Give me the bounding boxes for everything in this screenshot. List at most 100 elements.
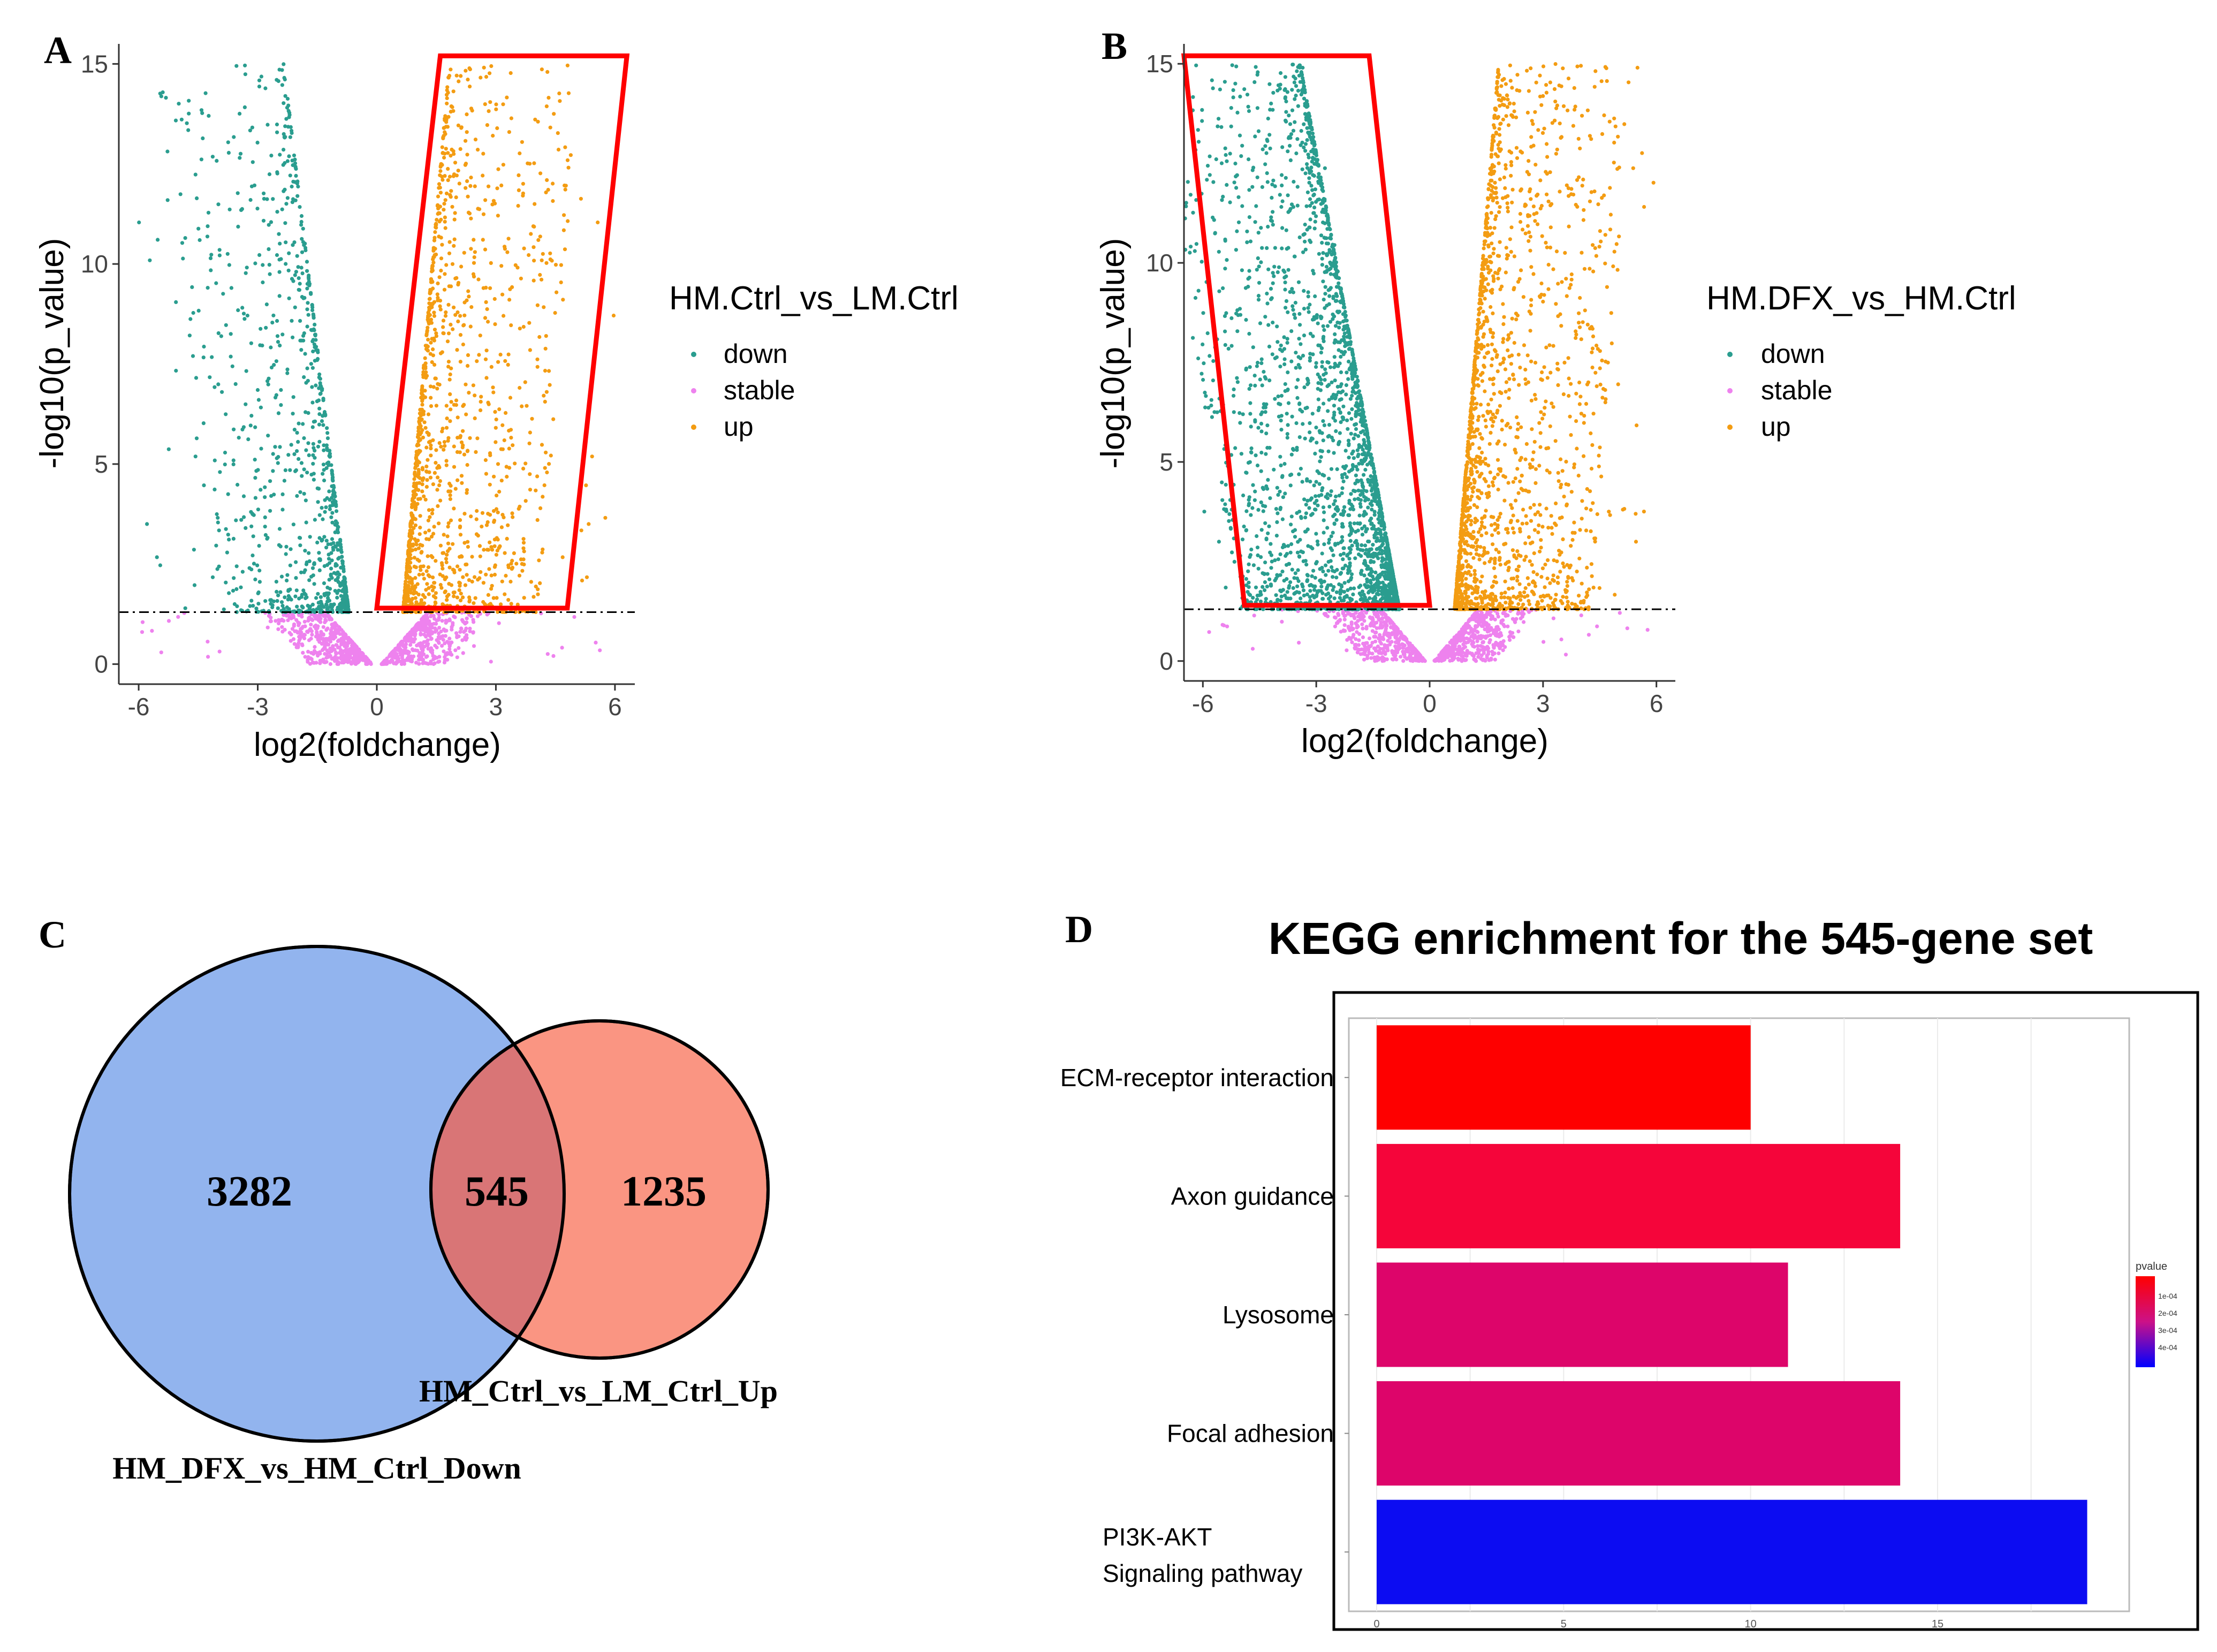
scatter-point-stable — [1220, 623, 1225, 627]
scatter-point-stable — [406, 655, 411, 660]
scatter-point-down — [294, 560, 298, 564]
scatter-point-stable — [1349, 622, 1354, 626]
scatter-point-down — [285, 371, 290, 375]
scatter-point-down — [1350, 407, 1354, 412]
scatter-point-down — [322, 478, 327, 483]
scatter-point-up — [481, 600, 485, 604]
scatter-point-up — [455, 478, 460, 482]
scatter-point-down — [288, 173, 292, 178]
scatter-point-up — [448, 497, 453, 501]
scatter-point-stable — [413, 637, 417, 641]
scatter-point-down — [240, 427, 245, 431]
scatter-point-down — [259, 446, 263, 451]
scatter-point-down — [316, 444, 321, 449]
scatter-point-down — [1265, 171, 1269, 176]
scatter-point-stable — [425, 615, 429, 619]
scatter-point-up — [446, 151, 450, 155]
scatter-point-stable — [1464, 658, 1468, 662]
scatter-point-up — [501, 163, 506, 167]
scatter-point-stable — [280, 617, 284, 622]
scatter-point-down — [1348, 340, 1353, 344]
scatter-point-down — [212, 385, 217, 389]
scatter-point-stable — [217, 649, 222, 654]
scatter-point-down — [255, 388, 260, 392]
scatter-point-down — [226, 150, 231, 155]
scatter-point-up — [409, 590, 413, 595]
scatter-point-down — [326, 599, 330, 603]
scatter-point-up — [469, 247, 473, 251]
scatter-point-down — [291, 163, 295, 168]
scatter-point-down — [1225, 159, 1229, 163]
scatter-point-up — [482, 65, 486, 70]
scatter-point-down — [257, 580, 262, 584]
scatter-point-down — [291, 412, 295, 416]
scatter-point-down — [300, 474, 304, 478]
scatter-point-up — [525, 404, 529, 408]
scatter-point-stable — [419, 631, 423, 636]
scatter-point-down — [296, 265, 300, 269]
scatter-point-stable — [316, 638, 320, 642]
scatter-point-stable — [159, 650, 163, 655]
scatter-point-stable — [1485, 655, 1489, 660]
scatter-point-up — [458, 333, 463, 337]
scatter-point-up — [433, 247, 437, 251]
scatter-point-up — [420, 403, 424, 407]
scatter-point-up — [459, 592, 463, 596]
scatter-point-down — [1238, 94, 1242, 98]
scatter-point-stable — [409, 659, 414, 663]
scatter-point-down — [1247, 109, 1251, 113]
scatter-point-up — [464, 69, 468, 73]
scatter-point-up — [494, 507, 499, 511]
scatter-point-stable — [408, 631, 413, 635]
scatter-point-down — [249, 598, 254, 603]
scatter-point-down — [285, 105, 290, 110]
scatter-point-stable — [1542, 640, 1546, 644]
scatter-point-stable — [1252, 613, 1256, 618]
scatter-point-up — [603, 516, 608, 520]
scatter-point-stable — [321, 625, 325, 629]
scatter-point-stable — [400, 659, 405, 663]
scatter-point-down — [335, 608, 339, 612]
scatter-point-up — [421, 370, 426, 374]
scatter-point-up — [445, 594, 450, 598]
scatter-point-up — [533, 117, 537, 122]
scatter-point-up — [498, 352, 503, 357]
scatter-point-down — [282, 148, 286, 152]
scatter-point-down — [264, 302, 269, 307]
scatter-point-up — [429, 453, 433, 458]
scatter-point-up — [437, 483, 442, 488]
scatter-point-down — [297, 288, 302, 292]
scatter-point-up — [438, 479, 443, 483]
scatter-point-down — [242, 317, 247, 321]
scatter-point-down — [283, 94, 287, 98]
scatter-point-up — [428, 475, 433, 480]
scatter-point-down — [312, 342, 317, 346]
scatter-point-down — [1344, 392, 1348, 397]
scatter-point-down — [279, 403, 283, 407]
scatter-point-down — [285, 96, 290, 101]
scatter-point-down — [288, 563, 293, 567]
scatter-point-down — [210, 575, 215, 579]
scatter-point-up — [444, 557, 449, 561]
scatter-point-down — [316, 350, 320, 354]
scatter-point-down — [332, 486, 336, 490]
scatter-point-down — [324, 539, 329, 543]
scatter-point-up — [426, 311, 430, 315]
scatter-point-down — [303, 549, 307, 553]
scatter-point-down — [234, 564, 239, 569]
scatter-point-stable — [463, 622, 467, 626]
scatter-point-up — [438, 543, 443, 548]
scatter-point-up — [449, 189, 453, 193]
scatter-point-up — [543, 346, 548, 351]
scatter-point-stable — [1374, 630, 1378, 634]
scatter-point-stable — [1519, 616, 1523, 620]
scatter-point-up — [523, 461, 528, 466]
scatter-point-stable — [430, 622, 434, 626]
scatter-point-stable — [444, 620, 448, 625]
scatter-point-down — [335, 595, 339, 600]
scatter-point-down — [292, 452, 297, 457]
scatter-point-down — [1256, 293, 1261, 298]
scatter-point-up — [493, 322, 497, 327]
scatter-point-up — [452, 444, 456, 449]
scatter-point-stable — [1463, 624, 1467, 628]
